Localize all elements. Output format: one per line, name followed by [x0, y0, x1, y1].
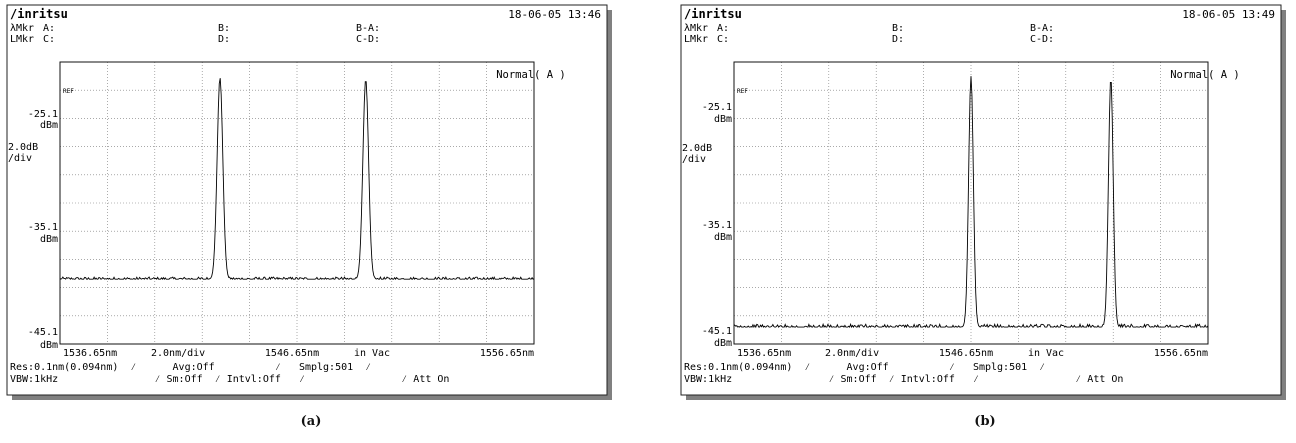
marker-b-a-label: B-A:	[356, 23, 380, 34]
y-label-mid-unit: dBm	[714, 232, 732, 243]
y-label-mid-value: -35.1	[28, 222, 58, 233]
x-label-medium: in Vac	[354, 348, 390, 359]
marker-row-label-level: LMkr	[10, 34, 34, 45]
y-label-mid-unit: dBm	[40, 234, 58, 245]
scale-label: 2.0dB	[8, 142, 38, 153]
x-label-start: 1536.65nm	[63, 348, 117, 359]
spectrum-trace	[733, 76, 1209, 329]
frame	[680, 4, 1282, 396]
datetime: 18-06-05 13:49	[1182, 8, 1275, 21]
marker-b-label: B:	[892, 23, 904, 34]
marker-row-label-wavelength: λMkr	[10, 23, 34, 34]
x-label-span: 2.0nm/div	[825, 348, 879, 359]
marker-d-label: D:	[218, 34, 230, 45]
scale-label: 2.0dB	[682, 143, 712, 154]
status-line-1: Res:0.1nm(0.094nm) ⁄ Avg:Off ⁄ Smplg:501…	[10, 362, 371, 373]
plot-border	[59, 61, 535, 345]
x-label-stop: 1556.65nm	[1154, 348, 1208, 359]
ref-tag: REF	[737, 88, 748, 95]
y-label-top-value: -25.1	[702, 102, 732, 113]
marker-c-label: C:	[717, 34, 729, 45]
status-line-2: VBW:1kHz ⁄ Sm:Off ⁄ Intvl:Off ⁄ ⁄ Att On	[10, 374, 449, 385]
marker-c-d-label: C-D:	[356, 34, 380, 45]
scale-label-per-div: /div	[8, 153, 32, 164]
x-label-span: 2.0nm/div	[151, 348, 205, 359]
marker-d-label: D:	[892, 34, 904, 45]
y-label-bottom-unit: dBm	[40, 340, 58, 351]
y-label-mid-value: -35.1	[702, 220, 732, 231]
x-label-medium: in Vac	[1028, 348, 1064, 359]
x-label-start: 1536.65nm	[737, 348, 791, 359]
plot-area: REF	[733, 61, 1209, 345]
plot-border	[733, 61, 1209, 345]
x-label-center: 1546.65nm	[939, 348, 993, 359]
spectrum-trace	[59, 78, 535, 281]
panel-a: /inritsu 18-06-05 13:46 λMkr A: B: B-A: …	[6, 4, 616, 404]
y-label-top-unit: dBm	[714, 114, 732, 125]
marker-a-label: A:	[43, 23, 55, 34]
plot-area: REF	[59, 61, 535, 345]
marker-row-label-level: LMkr	[684, 34, 708, 45]
marker-b-label: B:	[218, 23, 230, 34]
status-line-2: VBW:1kHz ⁄ Sm:Off ⁄ Intvl:Off ⁄ ⁄ Att On	[684, 374, 1123, 385]
caption-a: (a)	[300, 414, 322, 429]
x-label-center: 1546.65nm	[265, 348, 319, 359]
marker-a-label: A:	[717, 23, 729, 34]
mode-label: Normal( A )	[1170, 69, 1240, 81]
status-line-1: Res:0.1nm(0.094nm) ⁄ Avg:Off ⁄ Smplg:501…	[684, 362, 1045, 373]
y-label-bottom-value: -45.1	[28, 327, 58, 338]
mode-label: Normal( A )	[496, 69, 566, 81]
x-label-stop: 1556.65nm	[480, 348, 534, 359]
datetime: 18-06-05 13:46	[508, 8, 601, 21]
brand-logo: /inritsu	[684, 7, 742, 21]
scale-label-per-div: /div	[682, 154, 706, 165]
panel-b: /inritsu 18-06-05 13:49 λMkr A: B: B-A: …	[680, 4, 1290, 404]
marker-row-label-wavelength: λMkr	[684, 23, 708, 34]
y-label-bottom-value: -45.1	[702, 326, 732, 337]
y-label-top-value: -25.1	[28, 109, 58, 120]
panel-a-svg: /inritsu 18-06-05 13:46 λMkr A: B: B-A: …	[6, 4, 612, 400]
marker-b-a-label: B-A:	[1030, 23, 1054, 34]
panel-b-svg: /inritsu 18-06-05 13:49 λMkr A: B: B-A: …	[680, 4, 1286, 400]
brand-logo: /inritsu	[10, 7, 68, 21]
frame	[6, 4, 608, 396]
marker-c-label: C:	[43, 34, 55, 45]
ref-tag: REF	[63, 88, 74, 95]
y-label-bottom-unit: dBm	[714, 338, 732, 349]
y-label-top-unit: dBm	[40, 120, 58, 131]
marker-c-d-label: C-D:	[1030, 34, 1054, 45]
caption-b: (b)	[974, 414, 996, 429]
